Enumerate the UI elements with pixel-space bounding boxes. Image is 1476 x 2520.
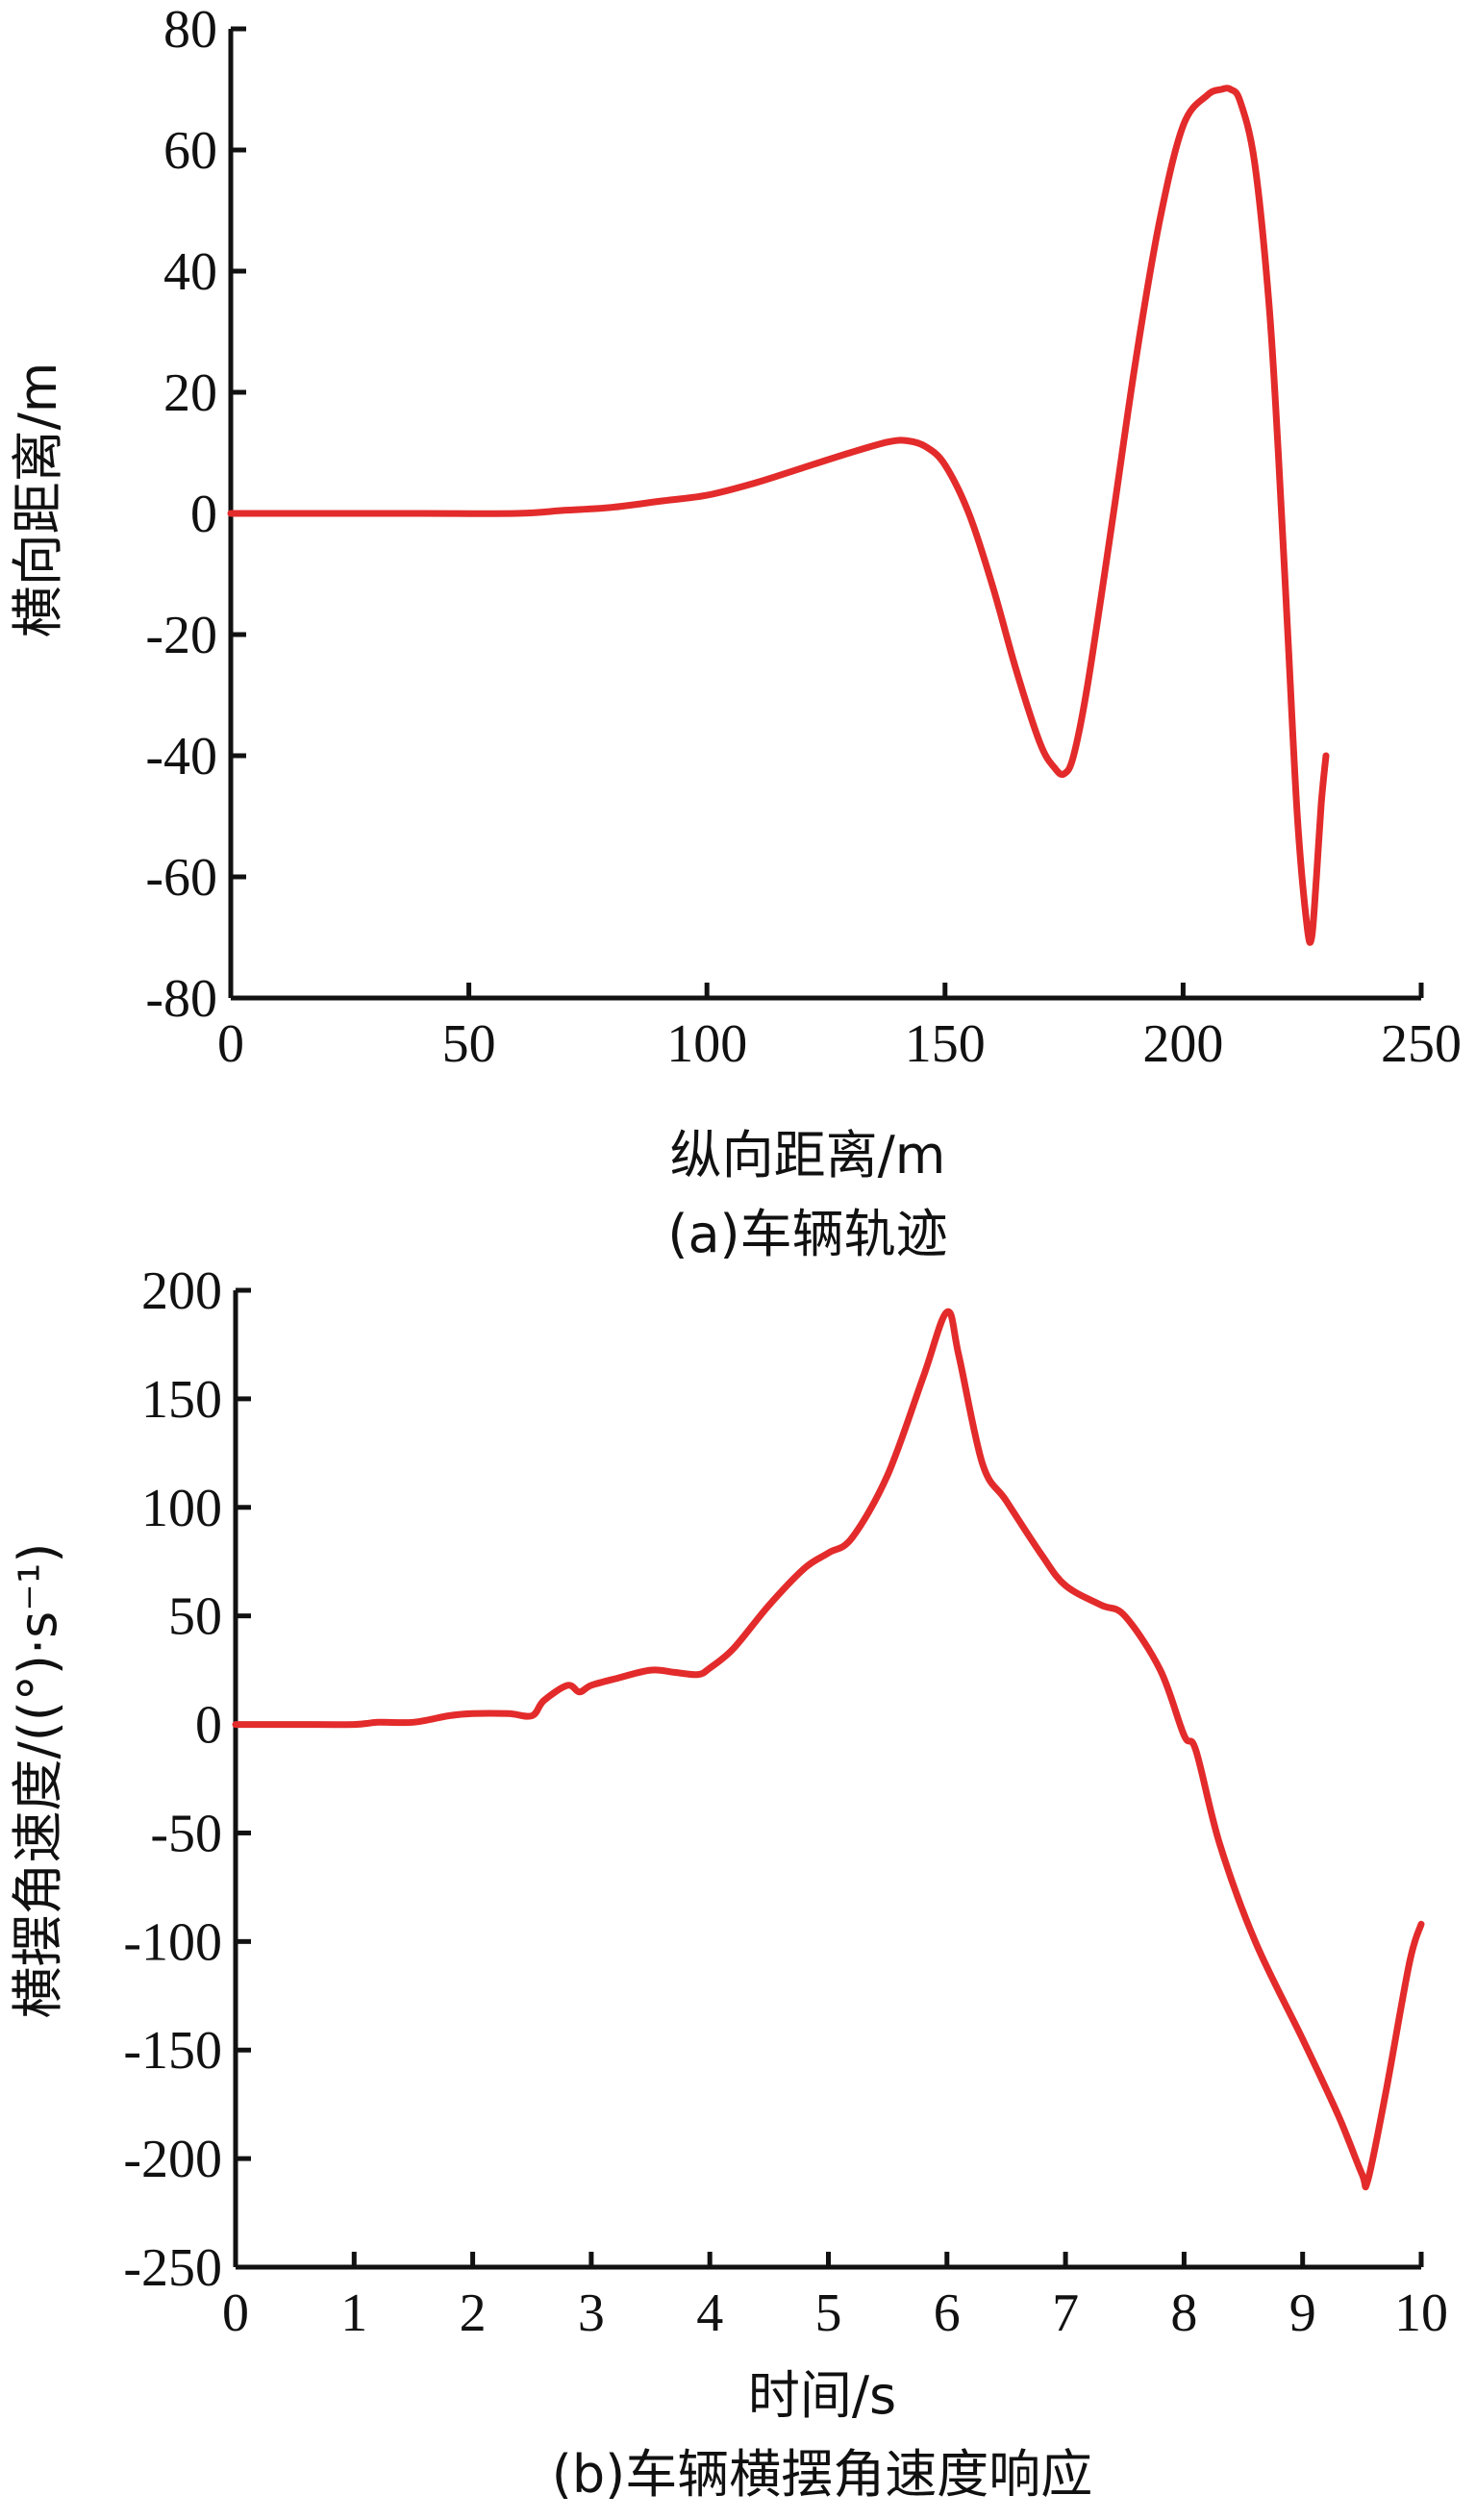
chart-b-y-tick-label: -100 — [123, 1912, 222, 1972]
chart-a-x-tick-label: 150 — [905, 1014, 986, 1074]
chart-b-caption: (b)车辆横摆角速度响应 — [552, 2444, 1092, 2505]
chart-b-y-tick-label: -250 — [123, 2238, 222, 2298]
chart-b-y-tick-label: -50 — [150, 1804, 222, 1863]
chart-a-series — [227, 85, 1330, 946]
chart-b-y-tick-label: -200 — [123, 2130, 222, 2189]
chart-b-x-tick-label: 1 — [340, 2283, 367, 2343]
chart-a-x-tick-label: 250 — [1381, 1014, 1462, 1074]
chart-b-y-tick-label: 150 — [141, 1370, 222, 1430]
chart-b-x-tick-label: 8 — [1170, 2283, 1197, 2343]
chart-a-y-tick-label: 80 — [163, 0, 217, 60]
chart-b-y-tick-label: 50 — [168, 1587, 222, 1647]
chart-a-y-tick-label: 0 — [190, 485, 217, 544]
chart-a-caption: (a)车辆轨迹 — [667, 1204, 947, 1264]
chart-a-y-tick-label: 40 — [163, 242, 217, 302]
chart-a-x-tick-label: 100 — [666, 1014, 747, 1074]
chart-b-x-tick-label: 6 — [934, 2283, 961, 2343]
chart-yaw-rate: 0 1 2 3 4 5 6 7 8 9 10 -250 -200 -150 -100 -50 0 50 100 150… — [8, 1261, 1448, 2505]
chart-b-x-tick-label: 3 — [578, 2283, 605, 2343]
chart-a-y-tick-label: -80 — [145, 969, 217, 1029]
chart-a-ticks: 0 50 100 150 200 250 -80 -60 -40 -20 0 20 40 60 80 — [145, 0, 1462, 1074]
chart-b-ticks: 0 1 2 3 4 5 6 7 8 9 10 -250 -200 -150 -100 -50 0 50 100 150… — [123, 1261, 1448, 2343]
chart-b-x-tick-label: 9 — [1289, 2283, 1316, 2343]
chart-a-y-tick-label: 20 — [163, 363, 217, 423]
chart-b-x-tick-label: 10 — [1394, 2283, 1448, 2343]
chart-b-x-axis-label: 时间/s — [748, 2365, 896, 2426]
chart-b-y-tick-label: -150 — [123, 2021, 222, 2081]
chart-a-series-line — [227, 85, 1330, 946]
chart-a-y-tick-label: 60 — [163, 121, 217, 181]
chart-b-y-axis-label: 横摆角速度/((°)·s⁻¹) — [8, 1543, 68, 2019]
chart-b-x-tick-label: 5 — [815, 2283, 842, 2343]
chart-a-x-axis-label: 纵向距离/m — [670, 1125, 946, 1185]
chart-b-y-tick-label: 100 — [141, 1479, 222, 1538]
chart-a-y-axis-label: 横向距离/m — [8, 362, 68, 638]
chart-b-series — [232, 1308, 1425, 2191]
chart-a-x-tick-label: 0 — [217, 1014, 244, 1074]
chart-trajectory: 0 50 100 150 200 250 -80 -60 -40 -20 0 20 40 60 80 横向距… — [8, 0, 1462, 1264]
chart-b-x-tick-label: 0 — [222, 2283, 249, 2343]
chart-b-y-tick-label: 0 — [195, 1696, 222, 1756]
chart-a-y-tick-label: -40 — [145, 727, 217, 786]
chart-a-x-tick-label: 50 — [442, 1014, 496, 1074]
chart-a-y-tick-label: -60 — [145, 848, 217, 908]
chart-a-y-tick-label: -20 — [145, 606, 217, 665]
chart-a-x-tick-label: 200 — [1142, 1014, 1223, 1074]
chart-b-series-line — [232, 1308, 1425, 2191]
chart-b-y-tick-label: 200 — [141, 1261, 222, 1321]
chart-b-x-tick-label: 2 — [460, 2283, 487, 2343]
chart-b-x-tick-label: 7 — [1052, 2283, 1079, 2343]
chart-b-axes — [233, 1290, 1421, 2270]
chart-b-x-tick-label: 4 — [696, 2283, 723, 2343]
